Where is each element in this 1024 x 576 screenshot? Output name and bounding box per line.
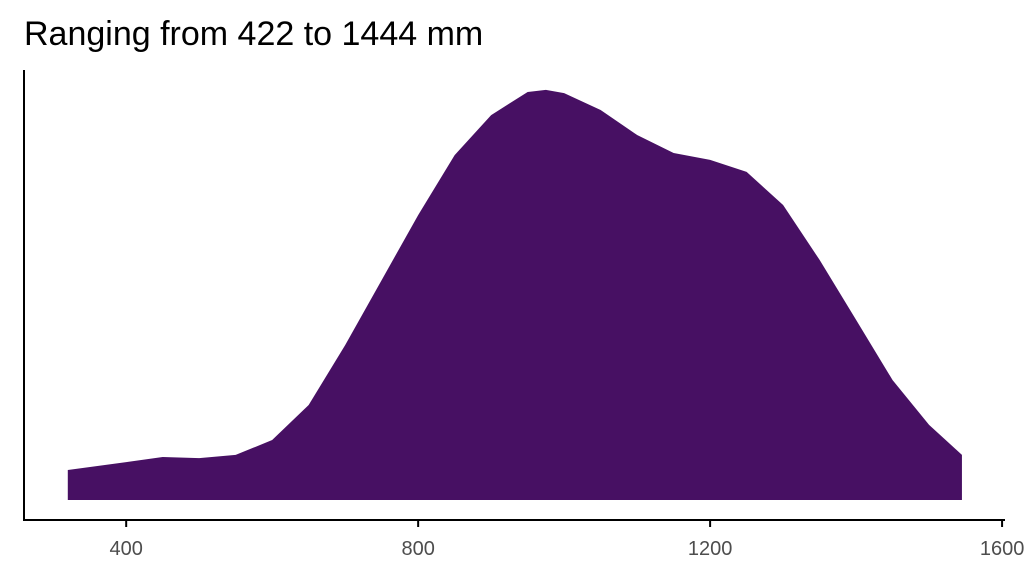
density-area: [67, 89, 962, 500]
chart-title: Ranging from 422 to 1444 mm: [24, 15, 483, 53]
x-tick-label: 400: [110, 538, 143, 560]
x-tick-label: 800: [401, 538, 434, 560]
x-tick-label: 1200: [688, 538, 733, 560]
x-tick-label: 1600: [980, 538, 1024, 560]
